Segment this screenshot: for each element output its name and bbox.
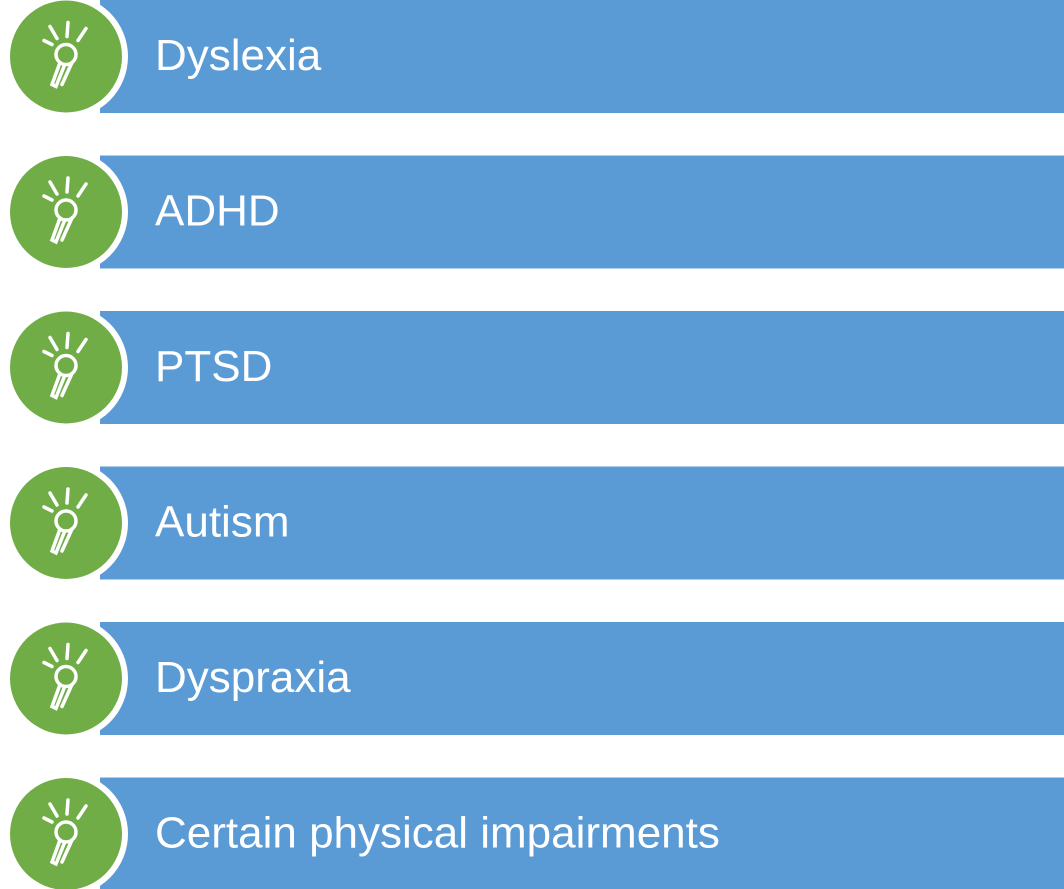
bulb bbox=[54, 664, 78, 689]
bulb bbox=[54, 509, 78, 533]
ray bbox=[42, 38, 54, 47]
bulb-icon bbox=[42, 20, 88, 89]
ray bbox=[48, 491, 59, 507]
icon-circle bbox=[10, 311, 122, 424]
item-bar bbox=[100, 466, 1064, 580]
ray bbox=[76, 337, 88, 354]
item-label: Certain physical impairments bbox=[155, 809, 720, 858]
item-bar bbox=[100, 777, 1064, 889]
icon-circle bbox=[10, 0, 122, 113]
bulb-icon bbox=[42, 331, 88, 400]
ray bbox=[65, 331, 70, 350]
bulb bbox=[54, 353, 78, 378]
list-item: Dyspraxia bbox=[4, 616, 1064, 741]
ray bbox=[48, 335, 59, 352]
ray bbox=[42, 816, 54, 824]
bulb-icon bbox=[42, 798, 88, 867]
list-item: ADHD bbox=[4, 150, 1064, 274]
bulb-stem bbox=[49, 527, 74, 556]
list-item: Certain physical impairments bbox=[4, 772, 1064, 889]
bulb bbox=[54, 198, 78, 222]
item-label: ADHD bbox=[155, 187, 280, 236]
item-bar bbox=[100, 155, 1064, 269]
item-label: Dyspraxia bbox=[155, 653, 351, 702]
item-label: Autism bbox=[155, 498, 289, 547]
ray bbox=[65, 798, 70, 816]
list-item: PTSD bbox=[4, 305, 1064, 430]
list-item: Autism bbox=[4, 461, 1064, 585]
ray bbox=[42, 505, 54, 513]
ray bbox=[65, 176, 70, 194]
ray bbox=[76, 493, 88, 509]
bulb bbox=[54, 820, 78, 844]
ray bbox=[76, 26, 88, 43]
ray bbox=[48, 24, 59, 41]
ray bbox=[42, 194, 54, 202]
bulb bbox=[54, 42, 78, 67]
ray bbox=[48, 180, 59, 196]
item-bar bbox=[100, 311, 1064, 424]
item-label: PTSD bbox=[155, 342, 272, 391]
ray bbox=[42, 660, 54, 669]
icon-circle bbox=[10, 622, 122, 735]
bulb-stem bbox=[49, 371, 74, 400]
bulb-icon bbox=[42, 487, 88, 556]
ray bbox=[65, 487, 70, 505]
bulb-stem bbox=[49, 682, 74, 711]
item-label: Dyslexia bbox=[155, 31, 322, 80]
bulb-stem bbox=[49, 60, 74, 89]
list-item: Dyslexia bbox=[4, 0, 1064, 119]
icon-circle bbox=[10, 467, 122, 579]
bulb-stem bbox=[49, 838, 74, 867]
ray bbox=[48, 802, 59, 818]
bulb-icon bbox=[42, 642, 88, 711]
ray bbox=[76, 804, 88, 820]
icon-circle bbox=[10, 778, 122, 889]
bulb-stem bbox=[49, 216, 74, 245]
bulb-icon bbox=[42, 176, 88, 245]
ray bbox=[48, 646, 59, 663]
ray bbox=[42, 349, 54, 358]
item-bar bbox=[100, 622, 1064, 735]
item-bar bbox=[100, 0, 1064, 113]
ray bbox=[76, 648, 88, 665]
ray bbox=[76, 182, 88, 198]
ray bbox=[65, 20, 70, 39]
ray bbox=[65, 642, 70, 661]
icon-circle bbox=[10, 156, 122, 268]
